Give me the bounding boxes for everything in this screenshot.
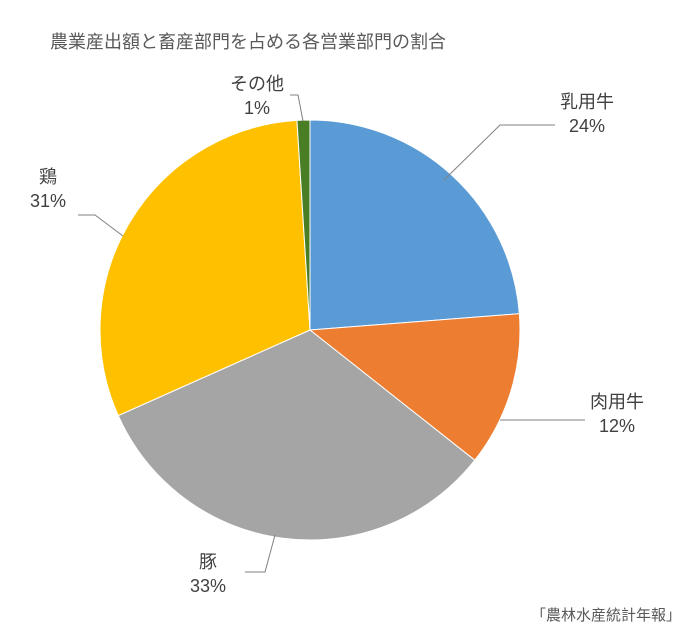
slice-label-percent: 31% [30,189,66,213]
slice-label: 乳用牛24% [560,90,614,139]
source-note: 「農林水産統計年報」 [531,604,681,625]
pie-chart-container: 農業産出額と畜産部門を占める各営業部門の割合 乳用牛24%肉用牛12%豚33%鶏… [0,0,697,635]
slice-label-name: 鶏 [30,165,66,189]
leader-line [290,95,303,121]
slice-label: 鶏31% [30,165,66,214]
slice-label-name: 乳用牛 [560,90,614,114]
slice-label-name: 豚 [190,550,226,574]
slice-label-percent: 1% [230,96,284,120]
slice-label-percent: 24% [560,114,614,138]
slice-label-name: その他 [230,72,284,96]
slice-label: 豚33% [190,550,226,599]
slice-label-percent: 33% [190,574,226,598]
slice-label: その他1% [230,72,284,121]
leader-line [245,535,275,572]
pie-slice [310,120,519,330]
slice-label-name: 肉用牛 [590,390,644,414]
slice-label: 肉用牛12% [590,390,644,439]
leader-line [444,125,555,180]
leader-line [78,215,123,236]
slice-label-percent: 12% [590,414,644,438]
